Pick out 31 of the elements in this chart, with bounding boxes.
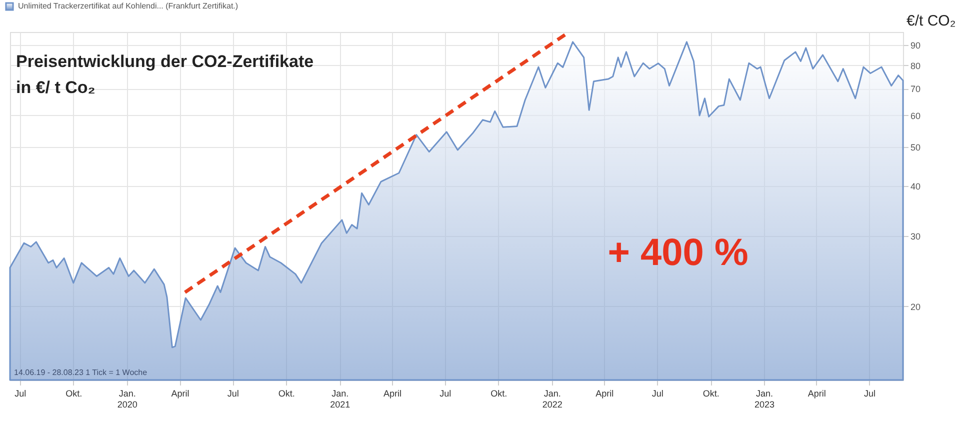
x-tick-label: Okt. <box>490 388 508 398</box>
x-tick-label: Jul <box>864 388 876 398</box>
x-tick-label: Jan. 2021 <box>330 388 350 410</box>
x-tick-label: Jul <box>14 388 26 398</box>
y-tick-label: 20 <box>910 302 921 312</box>
y-tick-label: 80 <box>910 60 921 71</box>
x-tick-label: Okt. <box>278 388 295 398</box>
x-tick-label: Jan. 2020 <box>117 388 138 410</box>
legend-label: Unlimited Trackerzertifikat auf Kohlendi... (Frankfurt Zertifikat.) <box>18 2 238 10</box>
y-tick-label: 60 <box>910 110 921 121</box>
x-tick-label: Jan. 2023 <box>754 388 775 410</box>
annotation: 14.06.19 - 28.08.23 1 Tick = 1 Woche <box>14 368 148 377</box>
x-tick-label: April <box>808 388 826 398</box>
y-tick-label: 90 <box>910 40 921 51</box>
y-tick-label: 30 <box>910 231 921 242</box>
text: in €/ t Co₂ <box>16 78 96 97</box>
x-tick-label: Okt. <box>702 388 720 398</box>
y-tick-label: 70 <box>910 84 921 94</box>
x-tick-label: Jan. 2022 <box>542 388 562 410</box>
x-tick-label: Jul <box>652 388 664 398</box>
y-axis-title: €/t CO₂ <box>906 12 956 30</box>
x-tick-label: April <box>596 388 614 398</box>
text: Preisentwicklung der CO2-Zertifikate <box>16 52 314 71</box>
x-tick-label: Jul <box>227 388 239 398</box>
x-tick-label: Okt. <box>66 388 82 398</box>
x-tick-label: Jul <box>440 388 452 398</box>
y-tick-label: 50 <box>910 142 921 153</box>
annotation: + 400 % <box>608 232 748 274</box>
y-tick-label: 40 <box>910 181 921 192</box>
x-tick-label: April <box>171 388 190 398</box>
x-tick-label: April <box>383 388 402 398</box>
